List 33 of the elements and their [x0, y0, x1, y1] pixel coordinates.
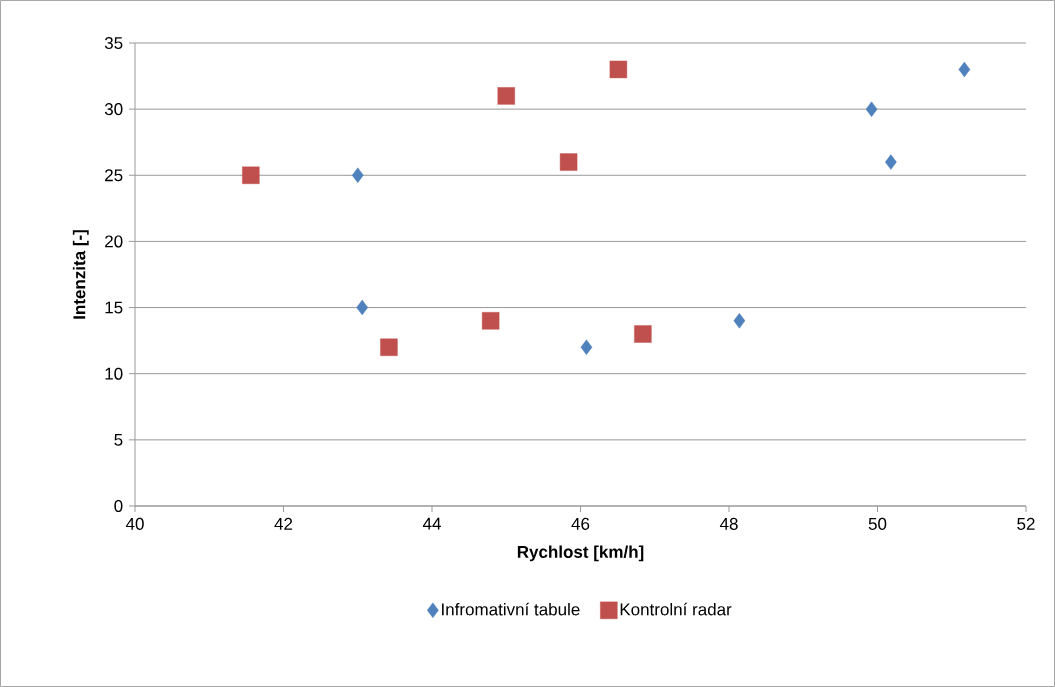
x-tick-label: 40	[125, 517, 144, 530]
y-axis-title: Intenzita [-]	[72, 230, 89, 319]
y-tick-label: 15	[105, 301, 123, 314]
y-tick-label: 30	[104, 103, 123, 116]
legend-label: Infromativní tabule	[442, 602, 580, 616]
x-tick-label: 42	[274, 517, 293, 530]
point	[356, 299, 369, 316]
point	[865, 101, 878, 117]
point	[634, 325, 652, 343]
x-tick-label: 50	[868, 517, 887, 530]
point	[242, 166, 260, 184]
legend-label: Kontrolní radar	[620, 602, 732, 616]
x-tick-label: 52	[1017, 517, 1035, 530]
point	[733, 313, 746, 329]
x-axis-title: Rychlost [km/h]	[517, 545, 644, 562]
x-tick-label: 46	[571, 517, 590, 530]
point	[885, 154, 897, 170]
y-tick-label: 0	[114, 499, 123, 513]
point	[481, 312, 500, 330]
point	[958, 61, 971, 78]
point	[609, 60, 628, 79]
point	[380, 338, 398, 356]
point	[559, 153, 578, 171]
x-tick-label: 44	[422, 517, 441, 530]
y-tick-label: 5	[114, 433, 123, 446]
x-tick-label: 48	[719, 517, 738, 530]
point	[351, 167, 364, 183]
y-tick-label: 35	[104, 36, 123, 50]
point	[580, 339, 593, 355]
y-tick-label: 25	[105, 169, 123, 182]
y-tick-label: 10	[105, 367, 123, 380]
point	[497, 87, 515, 105]
y-tick-label: 20	[105, 235, 123, 248]
